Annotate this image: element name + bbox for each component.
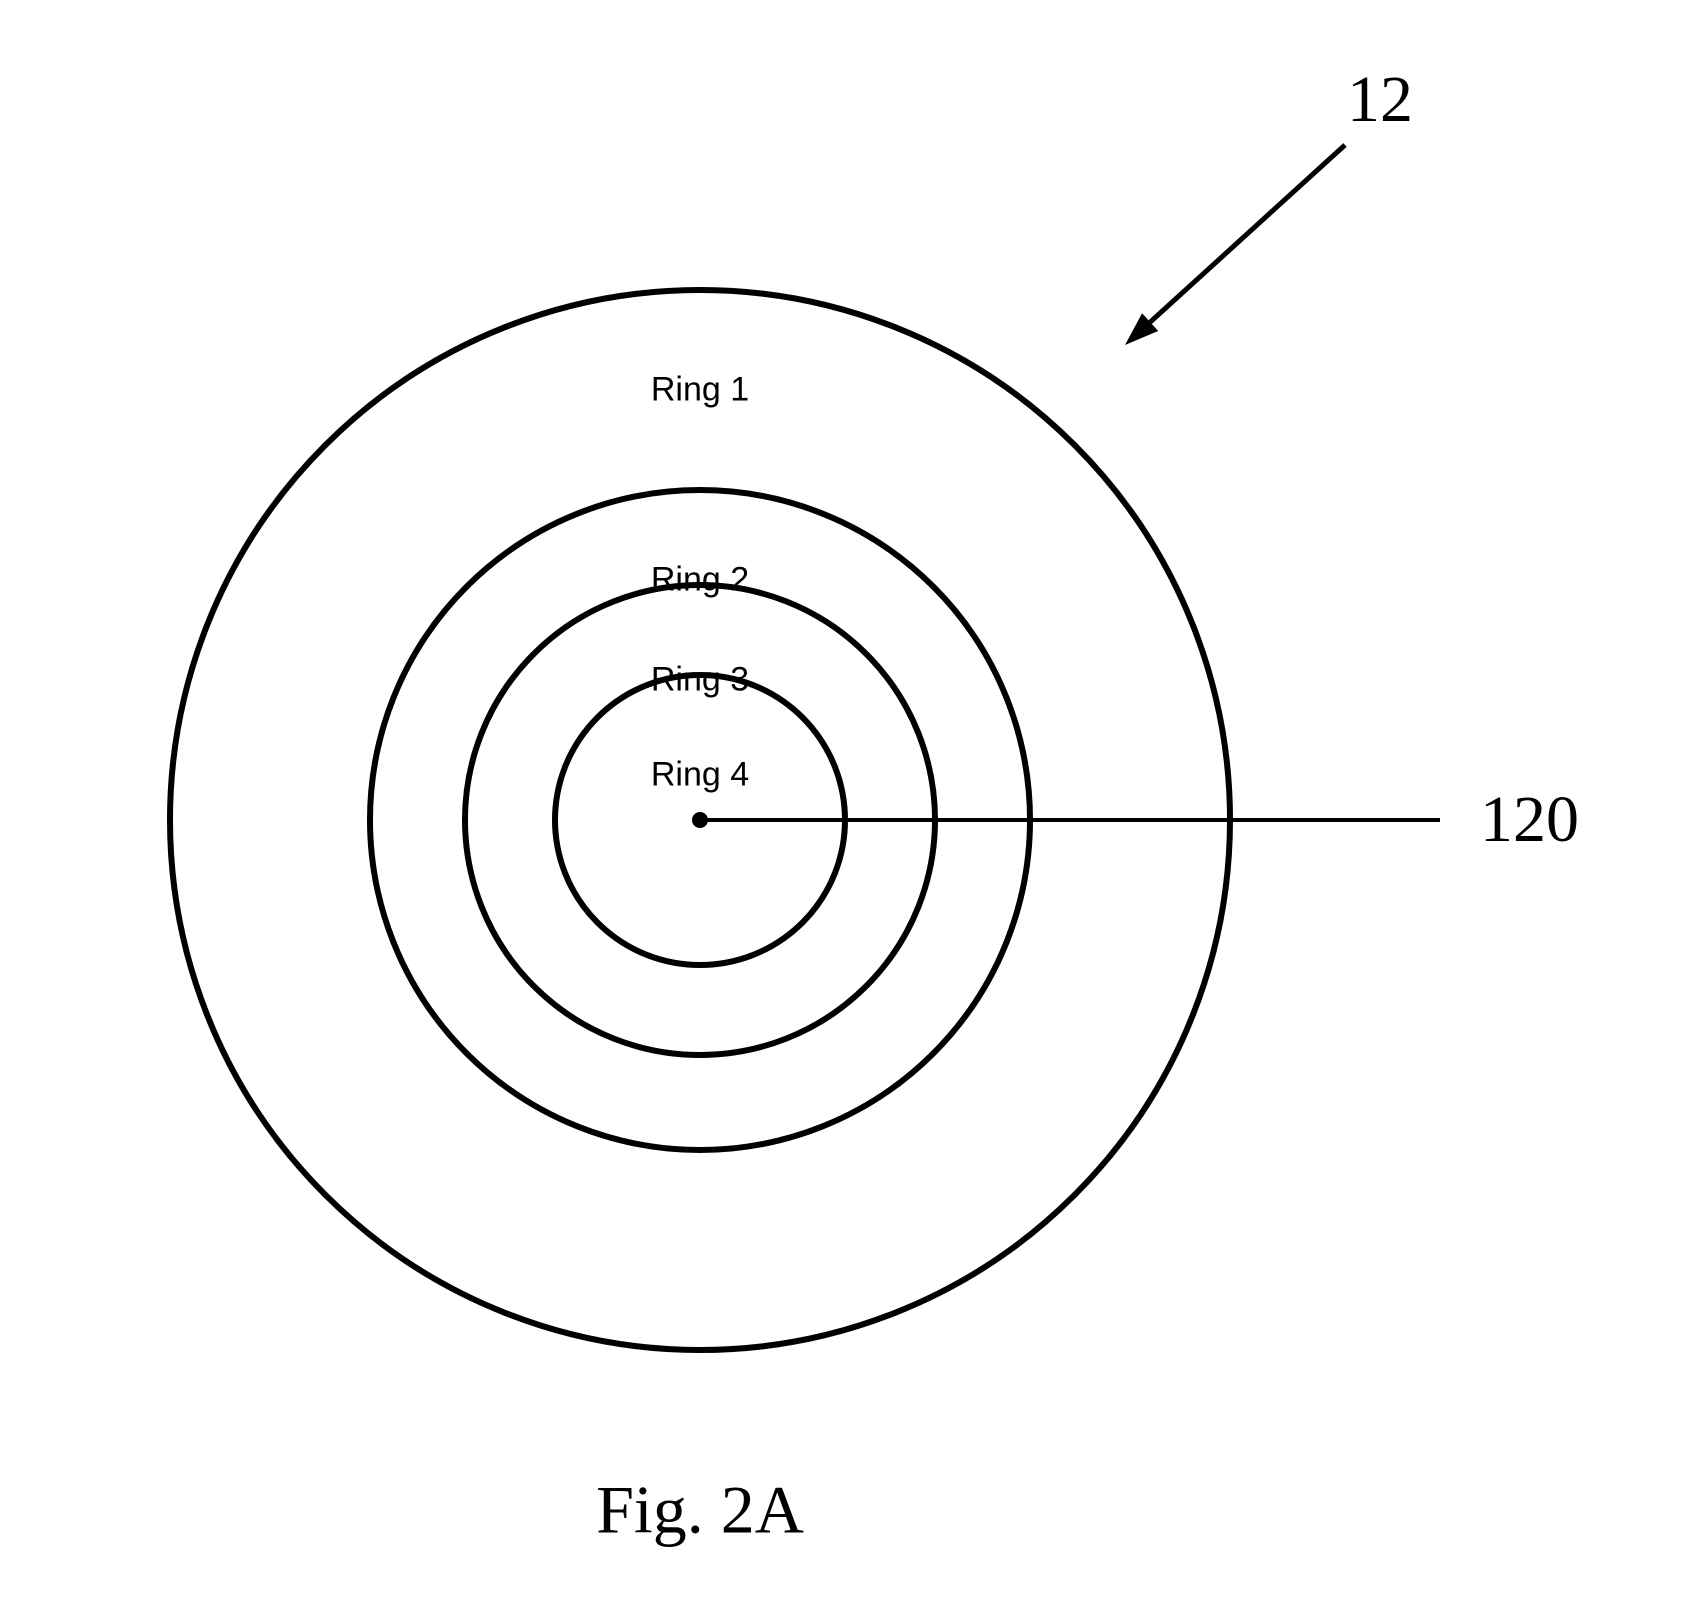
- arrow-shaft-12: [1150, 145, 1345, 322]
- callout-120: 120: [1480, 782, 1579, 858]
- ring-3-label: Ring 3: [651, 661, 749, 700]
- callout-12: 12: [1347, 62, 1413, 138]
- ring-2-label: Ring 2: [651, 561, 749, 600]
- ring-4-label: Ring 4: [651, 756, 749, 795]
- rings-svg: [0, 0, 1689, 1619]
- figure-caption: Fig. 2A: [596, 1471, 804, 1550]
- ring-1-label: Ring 1: [651, 371, 749, 410]
- figure-canvas: Ring 1 Ring 2 Ring 3 Ring 4 12 120 Fig. …: [0, 0, 1689, 1619]
